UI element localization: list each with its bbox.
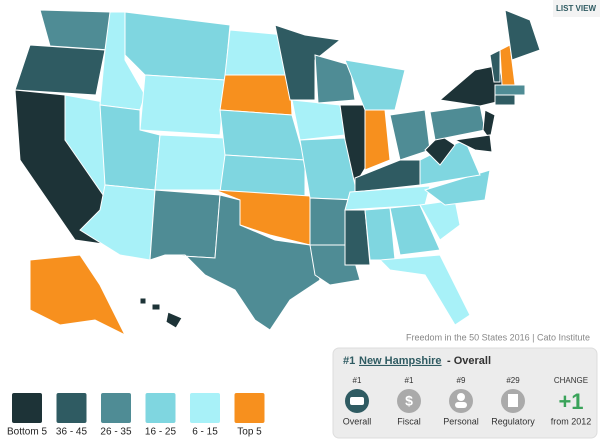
- states: [14, 9, 541, 337]
- change-heading: CHANGE: [554, 376, 588, 385]
- rank-label: Overall: [343, 416, 372, 426]
- panel-state[interactable]: New Hampshire: [359, 355, 442, 367]
- panel-suffix: - Overall: [447, 355, 491, 367]
- state[interactable]: [378, 254, 471, 326]
- panel-rank: #1: [343, 355, 355, 367]
- icon-glyph: [508, 394, 518, 407]
- state[interactable]: [154, 134, 226, 191]
- state[interactable]: [139, 74, 226, 136]
- legend-label: 36 - 45: [56, 427, 88, 438]
- icon-glyph: [457, 393, 465, 401]
- state[interactable]: [504, 9, 541, 61]
- state[interactable]: [453, 134, 493, 153]
- state[interactable]: [494, 94, 516, 106]
- state[interactable]: [291, 99, 346, 141]
- legend-label: 16 - 25: [145, 427, 177, 438]
- change-value: +1: [558, 389, 583, 414]
- legend-label: Top 5: [237, 427, 262, 438]
- state[interactable]: [429, 104, 486, 141]
- change-note: from 2012: [551, 416, 592, 426]
- legend-swatch: [101, 393, 131, 423]
- state[interactable]: [219, 74, 293, 116]
- state[interactable]: [29, 254, 127, 337]
- list-view-label[interactable]: LIST VIEW: [556, 4, 596, 13]
- rank-label: Fiscal: [397, 416, 421, 426]
- state[interactable]: [489, 49, 501, 83]
- legend-label: 26 - 35: [100, 427, 132, 438]
- legend-label: Bottom 5: [7, 427, 47, 438]
- legend-swatch: [145, 393, 176, 423]
- state[interactable]: [39, 9, 111, 51]
- rank-label: Personal: [443, 416, 479, 426]
- state[interactable]: [389, 109, 431, 161]
- state[interactable]: [14, 44, 106, 96]
- legend-swatch: [56, 393, 87, 423]
- legend-label: 6 - 15: [192, 427, 218, 438]
- state[interactable]: [314, 54, 356, 104]
- rank-icon[interactable]: [397, 389, 421, 413]
- icon-glyph: [350, 397, 364, 405]
- legend-swatch: [12, 393, 42, 423]
- state[interactable]: [364, 207, 396, 261]
- state[interactable]: [344, 209, 371, 266]
- list-view-button[interactable]: [553, 0, 600, 17]
- rank-list: #1 Overall #1 $ Fiscal #9 Personal #29 Regulator…: [343, 376, 536, 426]
- icon-glyph: [455, 402, 467, 408]
- legend: Bottom 5 36 - 45 26 - 35 16 - 25 6 - 15 Top 5: [7, 393, 265, 438]
- state[interactable]: [364, 109, 391, 171]
- rank-number: #1: [353, 376, 362, 385]
- legend-swatch: [234, 393, 265, 423]
- state[interactable]: [219, 109, 306, 161]
- source-note: Freedom in the 50 States 2016 | Cato Ins…: [406, 332, 590, 342]
- legend-swatch: [190, 393, 220, 423]
- state[interactable]: [151, 303, 161, 311]
- state[interactable]: [165, 311, 183, 329]
- state[interactable]: [164, 194, 321, 331]
- state[interactable]: [339, 104, 371, 187]
- state[interactable]: [139, 297, 147, 305]
- rank-number: #29: [506, 376, 520, 385]
- state[interactable]: [124, 11, 231, 81]
- state[interactable]: [344, 59, 406, 111]
- rank-label: Regulatory: [491, 416, 535, 426]
- state[interactable]: [494, 84, 526, 96]
- state[interactable]: [149, 189, 221, 261]
- icon-glyph: $: [405, 393, 413, 409]
- rank-number: #9: [457, 376, 466, 385]
- state[interactable]: [389, 204, 441, 256]
- rank-number: #1: [405, 376, 414, 385]
